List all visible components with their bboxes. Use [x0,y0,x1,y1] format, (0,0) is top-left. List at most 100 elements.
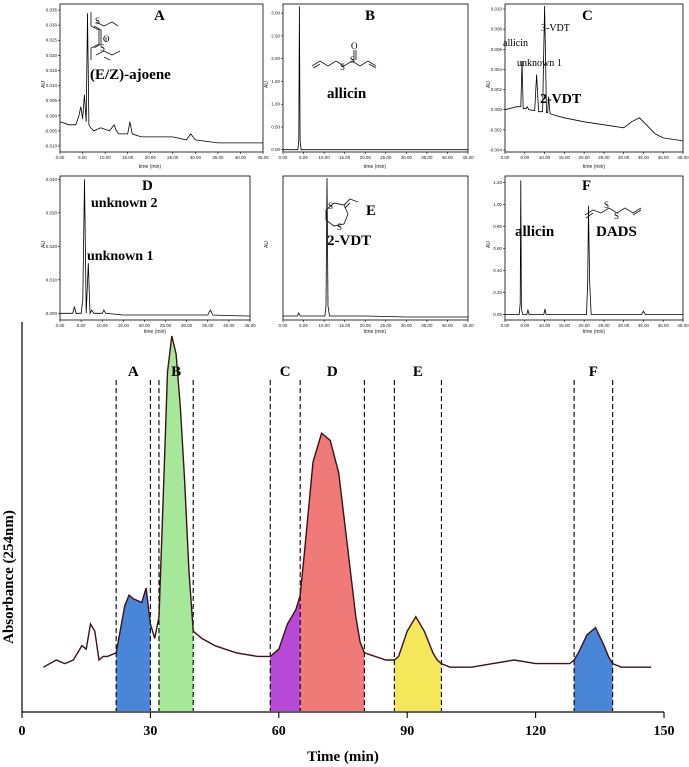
y-tick-label: 1.50 [271,79,280,84]
x-tick-label: 40.00 [658,323,670,328]
panel-c-allicin-label: allicin [503,38,528,49]
x-tick-label: 15.00 [559,155,571,160]
fraction-label-c: C [280,364,291,380]
x-tick-label: 5.00 [78,155,87,160]
panel-a-marks: 0.00 5.00 10.00 15.00 20.00 25.00 30.00 35.00 40… [44,8,269,160]
y-tick-label: 0.015 [46,68,58,73]
panel-e: 0.00 5.00 10.00 15.00 20.00 25.00 30.00 35.00 40… [264,175,474,335]
y-tick-label: 1.20 [493,180,502,185]
x-tick-label: 0.00 [279,155,288,160]
y-tick-label: 0.010 [491,7,503,12]
panel-f-allicin-label: allicin [515,224,555,240]
panel-f-ylabel: AU [486,241,492,248]
panel-b-ylabel: AU [264,81,270,88]
main-x-tick-label: 60 [272,724,286,739]
x-tick-label: 30.00 [181,323,193,328]
x-tick-label: 45.00 [677,155,689,160]
panel-e-marks: 0.00 5.00 10.00 15.00 20.00 25.00 30.00 35.00 40… [279,177,474,328]
y-tick-label: -0.004 [489,147,502,152]
panel-a-molecule [90,12,121,61]
panel-e-molecule [325,198,359,227]
panel-c-marks: 0.00 5.00 10.00 15.00 20.00 25.00 30.00 35.00 40… [489,5,689,160]
y-tick-label: 2.50 [271,33,280,38]
panel-trace [283,6,468,151]
x-tick-label: 35.00 [638,323,650,328]
fraction-label-a: A [128,364,139,380]
panel-trace [60,179,251,317]
y-tick-label: 0.00 [493,312,502,317]
panel-a-frame [59,3,264,153]
panel-f-xlabel: time (min) [583,329,606,335]
panel-a-ajoene-label: (E/Z)-ajoene [90,67,171,83]
y-tick-label: 0.010 [46,83,58,88]
y-tick-label: 0.008 [491,27,503,32]
y-tick-label: 0.010 [46,277,58,282]
main-trace [43,335,652,668]
fraction-fill-c [270,595,301,711]
panel-d-ylabel: AU [41,241,47,248]
x-tick-label: 30.00 [618,155,630,160]
x-tick-label: 20.00 [578,155,590,160]
panel-b-title: B [365,8,375,24]
panel-d-unknown1-label: unknown 1 [87,249,154,264]
x-tick-label: 25.00 [380,323,392,328]
panel-f-dads-label: DADS [596,224,637,240]
y-tick-label: 0.50 [271,124,280,129]
panel-d-unknown2-label: unknown 2 [91,196,158,211]
x-tick-label: 20.00 [139,323,151,328]
y-tick-label: 0.030 [46,23,58,28]
fraction-fill-e [394,617,442,711]
x-tick-label: 30.00 [401,323,413,328]
y-tick-label: 0.020 [46,53,58,58]
y-tick-label: 0.020 [46,244,58,249]
fraction-fill-f [574,627,613,711]
x-tick-label: 10.00 [539,323,551,328]
main-x-tick-label: 150 [654,724,675,739]
x-tick-label: 40.00 [442,155,454,160]
y-tick-label: 0.000 [46,113,58,118]
x-tick-label: 10.00 [97,323,109,328]
y-tick-label: 2.00 [271,56,280,61]
x-tick-label: 5.00 [299,155,308,160]
x-tick-label: 30.00 [618,323,630,328]
panel-f-frame [504,175,684,321]
main-x-tick-label: 30 [143,724,157,739]
y-tick-label: -0.002 [489,127,502,132]
y-tick-label: 0.000 [491,107,503,112]
x-tick-label: 5.00 [77,323,86,328]
x-tick-label: 5.00 [520,323,529,328]
x-tick-label: 5.00 [520,155,529,160]
x-tick-label: 0.00 [501,155,510,160]
panel-d-marks: 0.00 5.00 10.00 15.00 20.00 25.00 30.00 35.00 40… [46,177,256,328]
panel-c-unknown1-label: unknown 1 [517,58,562,69]
x-tick-label: 35.00 [421,155,433,160]
y-tick-label: 1.00 [493,202,502,207]
panel-c-title: C [582,8,593,24]
x-tick-label: 40.00 [658,155,670,160]
panel-b: 0.00 5.00 10.00 15.00 20.00 25.00 30.00 35.00 40… [264,3,474,170]
x-tick-label: 40.00 [235,155,247,160]
panel-c-3vdt-label: 3-VDT [541,23,570,34]
panel-f-s2: S [614,211,619,221]
panel-c-xlabel: time (min) [583,164,606,170]
panel-b-frame [282,3,469,153]
y-tick-label: 0.004 [491,67,503,72]
main-fraction-fills [116,336,613,711]
y-tick-label: 0.005 [46,98,58,103]
y-tick-label: 3.00 [271,11,280,16]
y-tick-label: 0.60 [493,246,502,251]
panel-d-title: D [142,178,153,194]
fraction-label-d: D [327,364,338,380]
panel-e-frame [282,175,469,321]
x-tick-label: 45.00 [677,323,689,328]
fraction-fill-a [116,588,151,711]
panel-b-o: O [351,41,358,51]
x-tick-label: 30.00 [401,155,413,160]
panel-b-s1: S [340,62,345,72]
x-tick-label: 10.00 [318,155,330,160]
y-tick-label: 0.040 [46,177,58,182]
x-tick-label: 35.00 [202,323,214,328]
y-tick-label: 0.00 [271,147,280,152]
x-tick-label: 40.00 [442,323,454,328]
y-tick-label: 0.035 [46,8,58,13]
